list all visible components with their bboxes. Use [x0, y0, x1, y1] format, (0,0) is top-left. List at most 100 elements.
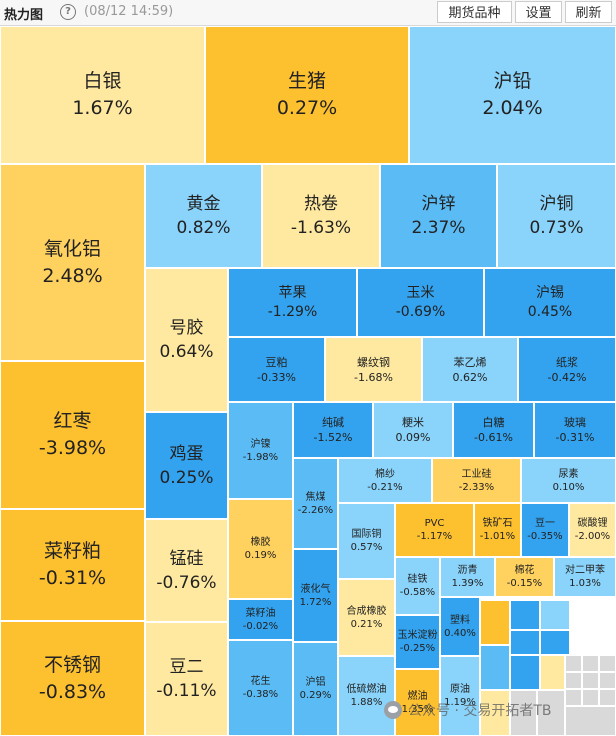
heatmap-tile[interactable]: 玉米淀粉 -0.25% [395, 615, 440, 669]
tile-change: -0.31% [38, 567, 107, 589]
heatmap-tile-small[interactable] [565, 689, 582, 706]
heatmap-tile[interactable]: 苹果 -1.29% [228, 268, 357, 337]
heatmap-tile[interactable]: 国际铜 0.57% [338, 503, 395, 579]
tile-change: -1.29% [267, 303, 318, 320]
heatmap-tile[interactable]: 白糖 -0.61% [453, 402, 534, 458]
heatmap-tile-small[interactable] [565, 672, 582, 689]
heatmap-tile[interactable]: 液化气 1.72% [293, 549, 338, 642]
heatmap-tile[interactable]: 锰硅 -0.76% [145, 519, 228, 622]
tile-name: 玻璃 [564, 416, 586, 429]
heatmap-tile[interactable]: 鸡蛋 0.25% [145, 412, 228, 519]
tile-name: 菜籽粕 [43, 540, 101, 562]
settings-button[interactable]: 设置 [515, 1, 562, 23]
tile-change: 0.09% [395, 431, 431, 444]
heatmap-tile-small[interactable] [599, 655, 616, 672]
heatmap-tile-small[interactable] [565, 706, 616, 736]
tile-change: 1.88% [350, 697, 383, 708]
tile-name: 塑料 [450, 614, 470, 626]
heatmap-tile[interactable]: 红枣 -3.98% [0, 361, 145, 509]
heatmap-tile[interactable]: 号胶 0.64% [145, 268, 228, 412]
heatmap-tile[interactable]: 对二甲苯 1.03% [554, 557, 616, 597]
heatmap-tile[interactable]: PVC -1.17% [395, 503, 474, 557]
heatmap-tile[interactable]: 沪铜 0.73% [497, 164, 616, 268]
heatmap-tile[interactable]: 豆一 -0.35% [521, 503, 569, 557]
heatmap-tile[interactable]: 棉纱 -0.21% [338, 458, 432, 503]
heatmap-tile-small[interactable] [510, 630, 540, 655]
heatmap-tile-small[interactable] [582, 672, 599, 689]
watermark: 公众号 · 交易开拓者TB [384, 700, 552, 720]
heatmap-tile[interactable]: 氧化铝 2.48% [0, 164, 145, 361]
heatmap-tile[interactable]: 生猪 0.27% [205, 26, 409, 164]
heatmap-tile[interactable]: 沥青 1.39% [440, 557, 495, 597]
heatmap-tile[interactable]: 玻璃 -0.31% [534, 402, 616, 458]
heatmap-tile[interactable]: 花生 -0.38% [228, 640, 293, 736]
page-title: 热力图 [4, 8, 44, 23]
heatmap-tile-small[interactable] [540, 655, 565, 690]
tile-name: 号胶 [169, 318, 204, 338]
tile-change: -0.11% [156, 681, 217, 701]
heatmap-tile[interactable]: 低硫燃油 1.88% [338, 656, 395, 736]
tile-name: 工业硅 [461, 468, 492, 480]
heatmap-tile[interactable]: 沪铅 2.04% [409, 26, 616, 164]
heatmap-tile-small[interactable] [540, 630, 570, 655]
heatmap-tile[interactable]: 工业硅 -2.33% [432, 458, 521, 503]
heatmap-tile[interactable]: 热卷 -1.63% [262, 164, 380, 268]
heatmap-tile-small[interactable] [480, 600, 510, 645]
heatmap-tile-small[interactable] [510, 600, 540, 630]
tile-name: 粳米 [402, 416, 424, 429]
heatmap-tile[interactable]: 粳米 0.09% [373, 402, 453, 458]
heatmap-tile[interactable]: 纸浆 -0.42% [518, 337, 616, 402]
tile-change: 2.48% [42, 264, 103, 287]
tile-name: 玉米淀粉 [397, 630, 438, 641]
heatmap-tile[interactable]: 塑料 0.40% [440, 597, 480, 656]
heatmap-tile[interactable]: 苯乙烯 0.62% [422, 337, 518, 402]
tile-name: 菜籽油 [245, 607, 276, 619]
heatmap-tile[interactable]: 硅铁 -0.58% [395, 557, 440, 615]
heatmap-tile-small[interactable] [582, 689, 599, 706]
heatmap-tile[interactable]: 纯碱 -1.52% [293, 402, 373, 458]
heatmap-tile-small[interactable] [565, 655, 582, 672]
heatmap-tile[interactable]: 豆二 -0.11% [145, 622, 228, 736]
heatmap-tile[interactable]: 棉花 -0.15% [495, 557, 554, 597]
heatmap-tile[interactable]: 螺纹钢 -1.68% [325, 337, 422, 402]
heatmap-tile-small[interactable] [480, 645, 510, 690]
heatmap-tile[interactable]: 沪镍 -1.98% [228, 402, 293, 499]
heatmap-tile[interactable]: 合成橡胶 0.21% [338, 579, 395, 656]
heatmap-tile[interactable]: 碳酸锂 -2.00% [569, 503, 616, 557]
tile-name: 低硫燃油 [346, 684, 387, 695]
variety-button[interactable]: 期货品种 [437, 1, 512, 23]
tile-name: 红枣 [53, 410, 92, 432]
heatmap-tile[interactable]: 豆粕 -0.33% [228, 337, 325, 402]
tile-name: 热卷 [304, 194, 338, 214]
heatmap-tile[interactable]: 菜籽粕 -0.31% [0, 509, 145, 621]
refresh-button[interactable]: 刷新 [565, 1, 612, 23]
heatmap-tile[interactable]: 原油 1.19% [440, 656, 480, 736]
heatmap-tile[interactable]: 黄金 0.82% [145, 164, 262, 268]
heatmap-tile[interactable]: 铁矿石 -1.01% [474, 503, 521, 557]
heatmap-tile[interactable]: 燃油 1.35% [395, 669, 440, 736]
heatmap-tile[interactable]: 沪铝 0.29% [293, 642, 338, 736]
tile-name: 沪铜 [539, 194, 574, 214]
heatmap-tile-small[interactable] [480, 690, 510, 736]
heatmap-tile[interactable]: 白银 1.67% [0, 26, 205, 164]
help-icon[interactable]: ? [60, 4, 76, 20]
heatmap-tile[interactable]: 尿素 0.10% [521, 458, 616, 503]
heatmap-tile[interactable]: 橡胶 0.19% [228, 499, 293, 599]
heatmap-tile-small[interactable] [582, 655, 599, 672]
heatmap-tile-small[interactable] [599, 689, 616, 706]
heatmap-tile[interactable]: 玉米 -0.69% [357, 268, 484, 337]
heatmap-tile[interactable]: 焦煤 -2.26% [293, 458, 338, 549]
heatmap-tile-small[interactable] [510, 655, 540, 690]
heatmap-treemap: 白银 1.67% 生猪 0.27% 沪铅 2.04% 氧化铝 2.48% 黄金 0.82% 热卷 -1… [0, 26, 616, 736]
heatmap-tile-small[interactable] [540, 600, 570, 630]
heatmap-tile[interactable]: 菜籽油 -0.02% [228, 599, 293, 640]
tile-name: 花生 [250, 676, 271, 687]
heatmap-tile[interactable]: 沪锡 0.45% [484, 268, 616, 337]
heatmap-tile[interactable]: 沪锌 2.37% [380, 164, 497, 268]
heatmap-tile-small[interactable] [599, 672, 616, 689]
heatmap-tile[interactable]: 不锈钢 -0.83% [0, 621, 145, 736]
heatmap-tile-small[interactable] [537, 690, 565, 736]
timestamp: (08/12 14:59) [84, 4, 174, 19]
tile-name: 尿素 [558, 468, 579, 480]
tile-change: -3.98% [38, 437, 107, 459]
